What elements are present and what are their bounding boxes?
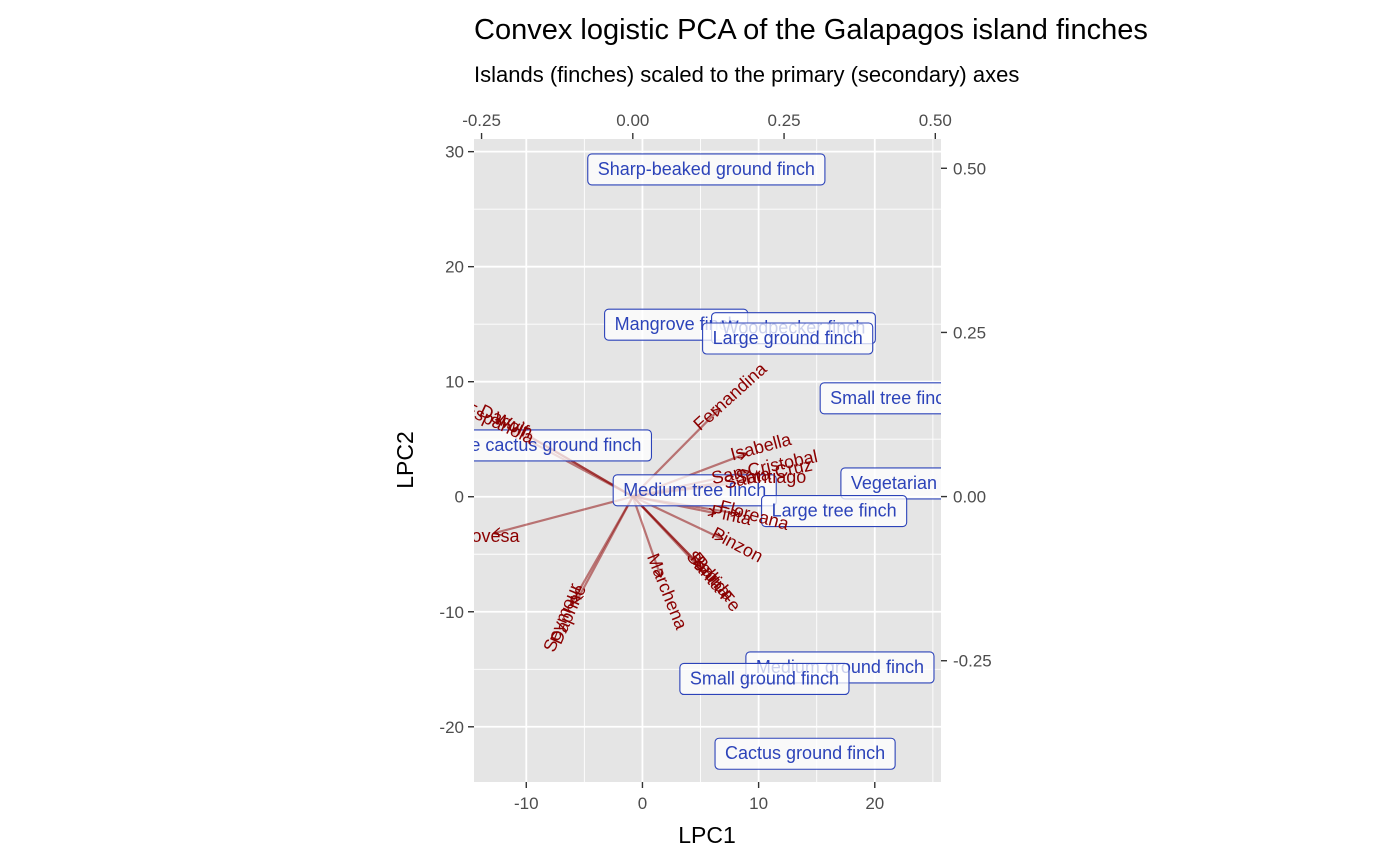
finch-label-text: Sharp-beaked ground finch	[598, 159, 815, 179]
secondary-x-tick-label: 0.50	[919, 111, 952, 130]
chart-title: Convex logistic PCA of the Galapagos isl…	[474, 14, 1148, 46]
axes: -10 0 10 20 -20 -10 0 10 20 30 -0.25 0.00 0.25 0.50 -0…	[439, 111, 991, 813]
secondary-y-tick-label: 0.00	[953, 488, 986, 507]
finch-label-text: Medium tree finch	[623, 480, 766, 500]
finch-label-text: Small tree finch	[830, 388, 954, 408]
y-tick-label: 30	[445, 143, 464, 162]
finch-label: Small ground finch	[679, 662, 850, 696]
secondary-x-tick-label: 0.00	[616, 111, 649, 130]
y-axis-title: LPC2	[392, 431, 418, 489]
finch-label-text: Vegetarian finch	[851, 473, 980, 493]
y-tick-label: -10	[439, 603, 464, 622]
x-tick-label: -10	[514, 794, 539, 813]
finch-label-box	[474, 429, 653, 462]
finch-label: Cactus ground finch	[714, 737, 896, 770]
y-tick-label: -20	[439, 718, 464, 737]
finch-label-text: Large ground finch	[713, 328, 863, 348]
finch-label-box	[702, 322, 874, 355]
island-arrow	[632, 495, 700, 566]
x-tick-label: 10	[749, 794, 768, 813]
finch-label-box	[819, 382, 941, 415]
island-arrow	[494, 495, 634, 534]
finch-label-text: Small ground finch	[690, 668, 839, 688]
finch-label: Medium tree finch	[612, 474, 777, 507]
secondary-x-tick-label: -0.25	[462, 111, 501, 130]
y-tick-label: 10	[445, 373, 464, 392]
finch-label-box	[714, 737, 896, 770]
finch-label-text: Large cactus ground finch	[434, 435, 641, 455]
x-axis-title: LPC1	[678, 822, 736, 848]
chart-subtitle: Islands (finches) scaled to the primary …	[474, 62, 1019, 87]
secondary-x-tick-label: 0.25	[768, 111, 801, 130]
island-arrow	[577, 496, 634, 601]
x-tick-label: 20	[865, 794, 884, 813]
finch-label: Vegetarian finch	[840, 467, 980, 500]
finch-label: Large tree finch	[761, 494, 908, 528]
secondary-y-tick-label: -0.25	[953, 652, 992, 671]
finch-label: Large ground finch	[702, 322, 874, 355]
secondary-y-tick-label: 0.50	[953, 159, 986, 178]
finch-label-text: Cactus ground finch	[725, 743, 885, 763]
finch-label: Large cactus ground finch	[434, 429, 653, 462]
finch-label-box	[840, 467, 941, 500]
finch-label-box	[587, 153, 826, 186]
finch-label-text: Large tree finch	[772, 501, 897, 521]
y-tick-label: 0	[455, 488, 464, 507]
y-tick-label: 20	[445, 258, 464, 277]
island-arrow	[631, 496, 661, 577]
secondary-y-tick-label: 0.25	[953, 323, 986, 342]
finch-label-box	[612, 474, 777, 507]
x-tick-label: 0	[638, 794, 647, 813]
finch-label: Sharp-beaked ground finch	[587, 153, 826, 186]
island-label: Santiago	[735, 467, 806, 487]
finch-label: Small tree finch	[819, 382, 954, 415]
island-label: Genovesa	[438, 526, 521, 546]
finch-label-box	[761, 494, 908, 528]
finch-label-box	[679, 662, 850, 696]
